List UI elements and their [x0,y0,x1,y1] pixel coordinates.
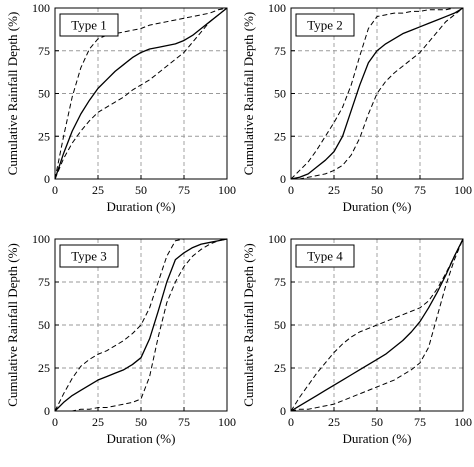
y-axis-label: Cumulative Rainfall Depth (%) [241,12,256,176]
series-line-dashed-3 [55,238,228,412]
x-tick-label: 0 [52,183,58,197]
series-line-solid-1 [290,238,464,412]
y-tick-label: 0 [44,172,50,186]
x-tick-label: 100 [454,183,472,197]
y-tick-label: 75 [38,275,50,289]
series-line-dashed-3 [54,7,228,180]
series-line-solid-1 [54,7,228,180]
y-tick-label: 100 [268,232,286,246]
x-tick-label: 50 [135,415,147,429]
y-tick-label: 25 [38,129,50,143]
y-tick-label: 25 [274,361,286,375]
x-axis-label: Duration (%) [107,199,176,214]
y-tick-label: 50 [274,318,286,332]
y-tick-label: 0 [44,404,50,418]
legend: Type 1 [59,13,119,37]
x-tick-label: 0 [52,415,58,429]
x-tick-label: 100 [454,415,472,429]
y-tick-label: 100 [268,1,286,15]
legend-label: Type 2 [307,18,343,33]
y-tick-label: 75 [38,44,50,58]
x-tick-label: 25 [92,415,104,429]
legend: Type 2 [295,13,355,37]
legend-box [295,13,355,37]
y-tick-label: 75 [274,275,286,289]
x-tick-label: 0 [288,183,294,197]
y-tick-label: 100 [32,1,50,15]
x-tick-label: 25 [92,183,104,197]
y-axis-label: Cumulative Rainfall Depth (%) [241,243,256,407]
x-axis-label: Duration (%) [343,431,412,446]
y-tick-label: 50 [38,318,50,332]
y-tick-label: 0 [280,172,286,186]
series-line-solid-1 [54,238,228,412]
chart-panel-4: 0 25 50 75 100 0 25 50 75 100 Duration (%) Cumulati… [241,232,472,446]
series-line-solid-1 [290,7,464,180]
x-tick-label: 50 [371,183,383,197]
y-tick-label: 50 [274,87,286,101]
series-line-dashed-3 [291,7,464,180]
legend-box [59,244,119,268]
legend-label: Type 4 [307,249,343,264]
x-tick-label: 75 [178,415,190,429]
legend-box [59,13,119,37]
x-tick-label: 100 [218,183,236,197]
x-tick-label: 50 [135,183,147,197]
chart-panel-2: 0 25 50 75 100 0 25 50 75 100 Duration (%) Cumulati… [241,1,472,214]
y-tick-label: 0 [280,404,286,418]
x-axis-label: Duration (%) [107,431,176,446]
y-tick-label: 100 [32,232,50,246]
legend: Type 3 [59,244,119,268]
y-tick-label: 25 [38,361,50,375]
legend-label: Type 1 [71,18,107,33]
x-tick-label: 100 [218,415,236,429]
x-tick-label: 75 [414,415,426,429]
x-tick-label: 25 [328,415,340,429]
y-tick-label: 50 [38,87,50,101]
legend: Type 4 [295,244,355,268]
chart-panel-1: 0 25 50 75 100 0 25 50 75 100 Duration (%) Cumulati… [5,1,236,214]
series-line-dashed-3 [290,238,464,412]
x-axis-label: Duration (%) [343,199,412,214]
x-tick-label: 50 [371,415,383,429]
series-line-dashed-2 [54,7,228,180]
y-tick-label: 75 [274,44,286,58]
chart-panel-3: 0 25 50 75 100 0 25 50 75 100 Duration (%) Cumulati… [5,232,236,446]
x-tick-label: 25 [328,183,340,197]
series-line-dashed-2 [290,238,464,412]
legend-box [295,244,355,268]
legend-label: Type 3 [71,249,107,264]
series-line-dashed-2 [290,7,463,180]
y-tick-label: 25 [274,129,286,143]
x-tick-label: 75 [178,183,190,197]
x-tick-label: 75 [414,183,426,197]
y-axis-label: Cumulative Rainfall Depth (%) [5,12,20,176]
y-axis-label: Cumulative Rainfall Depth (%) [5,243,20,407]
x-tick-label: 0 [288,415,294,429]
